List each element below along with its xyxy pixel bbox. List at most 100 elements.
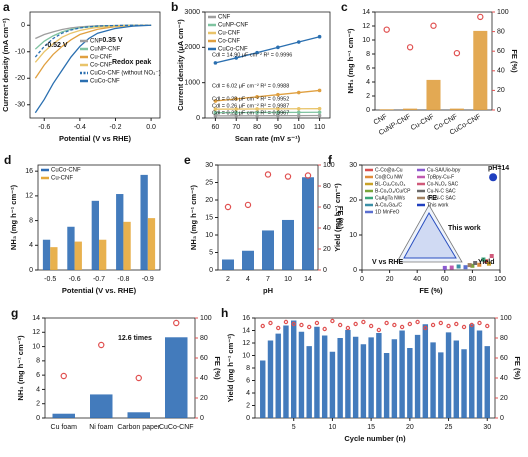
- y2-tick-label: 60: [497, 48, 505, 55]
- x-tick-label: 100: [293, 124, 305, 131]
- bar: [260, 360, 266, 418]
- fe-point: [264, 171, 272, 178]
- y-tick-label: 20: [205, 197, 213, 204]
- y-tick-label: 14: [32, 315, 40, 322]
- bar: [329, 351, 336, 418]
- y-tick-label: 16: [25, 168, 33, 175]
- x-tick-label: -0.7: [93, 276, 105, 283]
- x-tick-label: 15: [367, 424, 375, 431]
- bar: [74, 241, 82, 270]
- y-axis-label: NH₃ (mg h⁻¹ cm⁻²): [189, 184, 198, 250]
- y-tick-label: 30: [205, 162, 213, 169]
- y2-axis-label: FE (%): [336, 206, 345, 230]
- y-tick-label: -20: [15, 75, 25, 82]
- y2-tick-label: 40: [200, 375, 208, 382]
- fe-point: [244, 201, 252, 209]
- y-tick-label: -10: [15, 49, 25, 56]
- legend-label: Co@Cu NW: [375, 174, 403, 180]
- y-axis-label: Yield (mg h⁻¹ cm⁻²): [226, 333, 235, 402]
- plot-frame: [29, 11, 161, 119]
- y-tick-label: 4: [366, 79, 370, 86]
- bar: [90, 394, 113, 418]
- x-tick-label: 20: [386, 276, 394, 283]
- y-tick-label: 0: [209, 267, 213, 274]
- x-tick-label: Cu-CNF: [410, 113, 436, 132]
- point: [463, 265, 468, 270]
- marker: [296, 113, 301, 118]
- annotation: This work: [448, 225, 481, 232]
- y-tick-label: 4: [29, 242, 33, 249]
- point: [442, 265, 447, 270]
- y-tick-label: 16: [242, 315, 250, 322]
- annotation: -0.35 V: [100, 37, 123, 44]
- y2-axis-label: FE (%): [510, 49, 519, 73]
- point: [456, 264, 461, 269]
- bar: [242, 250, 254, 270]
- fe-point: [383, 26, 390, 33]
- marker: [255, 95, 259, 99]
- fe-point: [268, 320, 273, 326]
- fe-point: [423, 325, 428, 331]
- legend-label: CuCo-CNF: [90, 79, 120, 85]
- panel-label: a: [3, 0, 10, 14]
- bar: [321, 335, 328, 418]
- x-tick-label: Cu foam: [51, 424, 78, 431]
- bar: [52, 413, 75, 418]
- x-axis-label: Scan rate (mV s⁻¹): [235, 134, 301, 143]
- legend-label: C-Co@a-Cu: [375, 167, 403, 173]
- fe-point: [330, 318, 335, 324]
- x-tick-label: 80: [253, 124, 261, 131]
- fe-point: [376, 327, 382, 333]
- marker: [317, 106, 322, 111]
- legend-label: Cu-CNF: [51, 176, 73, 182]
- marker: [317, 34, 322, 39]
- bar: [376, 333, 382, 418]
- bar: [403, 108, 418, 110]
- fe-point: [60, 372, 67, 380]
- bar: [99, 239, 107, 270]
- y-tick-label: 10: [205, 232, 213, 239]
- y-tick-label: 0: [21, 22, 25, 29]
- bar: [282, 219, 294, 270]
- y-tick-label: 6: [36, 372, 40, 379]
- y2-tick-label: 100: [200, 315, 212, 322]
- y-tick-label: 8: [366, 51, 370, 58]
- bar: [438, 352, 444, 418]
- point: [486, 261, 491, 266]
- bar: [368, 337, 374, 418]
- marker: [255, 113, 259, 118]
- legend-label: CuNP-CNF: [218, 23, 249, 29]
- x-tick-label: -0.4: [74, 124, 86, 131]
- marker: [213, 61, 218, 65]
- x-axis-label: Cycle number (n): [344, 434, 406, 443]
- legend-label: A-Co₂Ga₂/C: [375, 202, 402, 208]
- fe-point: [384, 320, 389, 326]
- marker: [234, 107, 239, 111]
- bar: [352, 336, 359, 418]
- x-tick-label: 60: [441, 276, 449, 283]
- y2-tick-label: 80: [497, 28, 505, 35]
- line: [34, 24, 152, 58]
- y-tick-label: 0: [196, 115, 200, 122]
- fe-point: [304, 172, 312, 179]
- fe-point: [406, 44, 414, 51]
- annotation: Cdl = 0.26 μF cm⁻² R² = 0.9987: [212, 103, 289, 109]
- fe-point: [446, 323, 451, 329]
- fe-point: [314, 320, 320, 326]
- y2-tick-label: 20: [500, 395, 508, 402]
- x-tick-label: 100: [494, 276, 506, 283]
- line: [215, 36, 320, 64]
- fe-point: [276, 325, 281, 331]
- legend-label: TpBpy-Cu-F: [427, 174, 454, 180]
- y-axis-label: NH₃ (mg h⁻¹ cm⁻²): [346, 28, 355, 94]
- x-tick-label: 110: [314, 124, 325, 131]
- fe-point: [392, 322, 397, 328]
- x-tick-label: CNF: [373, 113, 389, 126]
- fe-point: [477, 13, 484, 21]
- y2-tick-label: 40: [323, 225, 331, 232]
- marker: [317, 110, 322, 115]
- annotation: Cdl = 6.02 μF cm⁻² R² = 0.9988: [212, 83, 289, 89]
- y2-tick-label: 100: [500, 315, 512, 322]
- x-tick-label: 4: [246, 276, 250, 283]
- y-tick-label: 0: [36, 415, 40, 422]
